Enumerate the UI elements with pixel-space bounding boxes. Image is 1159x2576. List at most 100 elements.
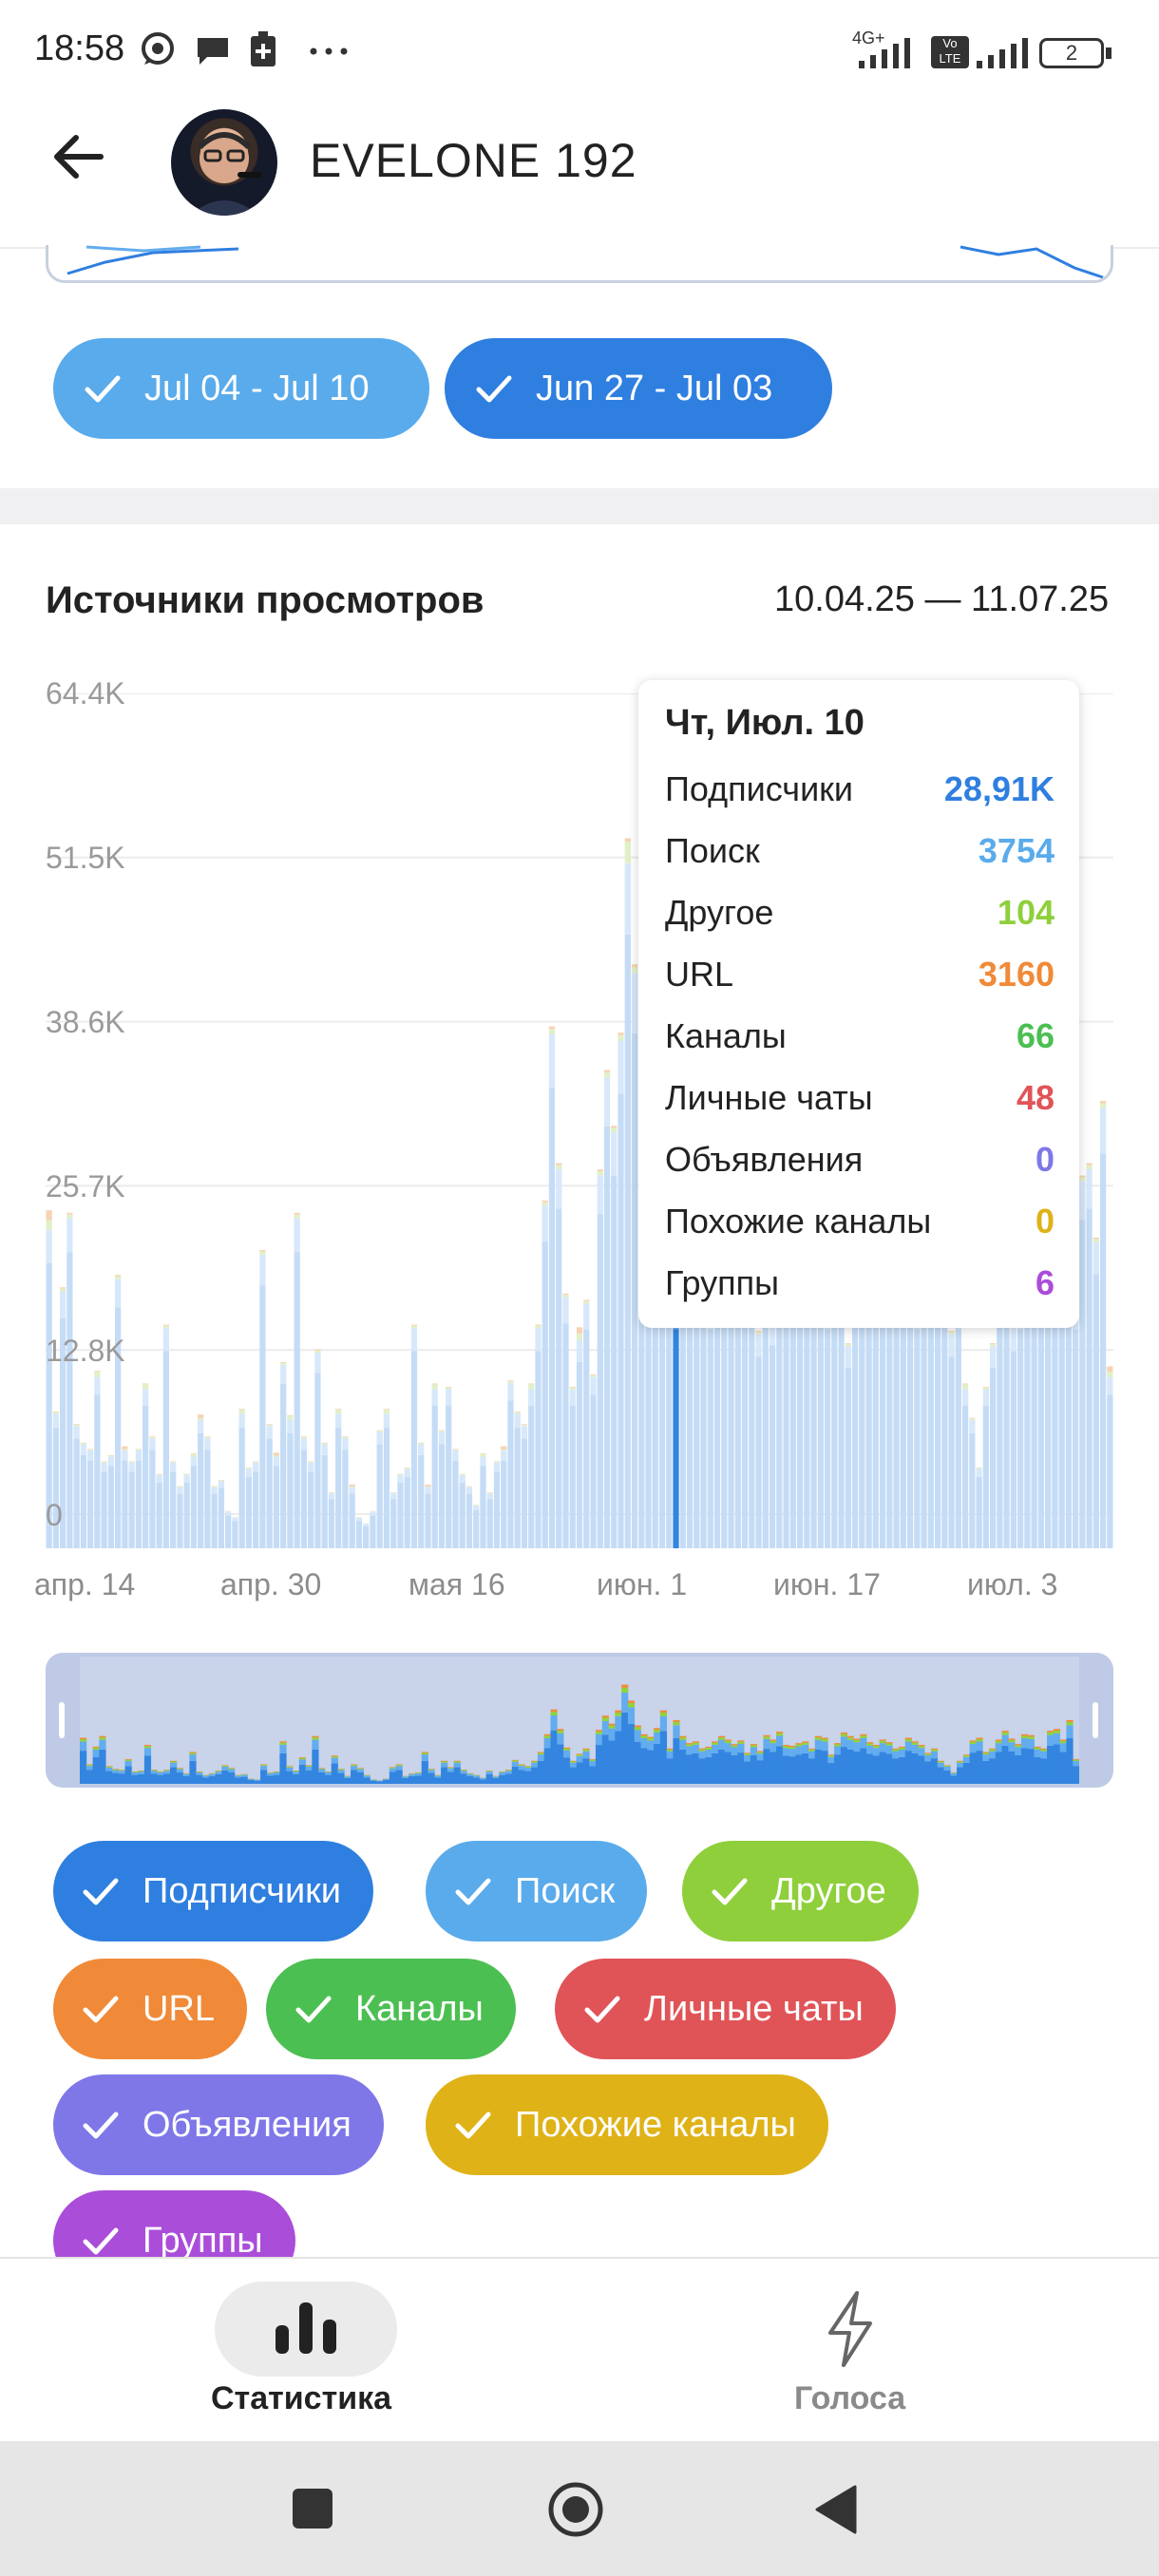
chart-bar[interactable]: [631, 964, 638, 1548]
chart-bar[interactable]: [259, 1250, 266, 1548]
chart-bar[interactable]: [982, 1386, 989, 1548]
chart-bar[interactable]: [569, 1386, 576, 1548]
chart-bar[interactable]: [238, 1409, 245, 1548]
navigator-left-handle[interactable]: [46, 1653, 80, 1788]
chart-bar[interactable]: [60, 1287, 66, 1548]
arrow-left-icon[interactable]: [46, 123, 112, 190]
chart-bar[interactable]: [556, 1163, 562, 1548]
chart-bar[interactable]: [446, 1386, 452, 1548]
chart-bar[interactable]: [548, 1026, 556, 1548]
chart-bar[interactable]: [355, 1517, 363, 1548]
chart-bar[interactable]: [142, 1383, 149, 1548]
chart-bar[interactable]: [501, 1446, 507, 1548]
chart-bar[interactable]: [514, 1411, 521, 1548]
chart-bar[interactable]: [280, 1361, 287, 1548]
chart-bar[interactable]: [473, 1505, 480, 1548]
chart-bar[interactable]: [597, 1169, 603, 1548]
chart-bar[interactable]: [590, 1373, 597, 1548]
legend-chip-other[interactable]: Другое: [682, 1841, 919, 1941]
chart-bar[interactable]: [1079, 1175, 1086, 1548]
chart-bar[interactable]: [673, 1295, 679, 1548]
chart-bar[interactable]: [245, 1467, 253, 1548]
chart-bar[interactable]: [466, 1486, 473, 1548]
range-chip-jul-04[interactable]: Jul 04 - Jul 10: [53, 338, 429, 439]
chart-bar[interactable]: [52, 1411, 60, 1548]
chart-bar[interactable]: [122, 1446, 128, 1548]
chart-bar[interactable]: [376, 1430, 383, 1548]
chart-bar[interactable]: [225, 1510, 232, 1548]
chart-bar[interactable]: [1099, 1101, 1107, 1548]
chart-bar[interactable]: [1092, 1237, 1099, 1548]
avatar[interactable]: [171, 109, 277, 216]
chart-bar[interactable]: [1072, 1299, 1079, 1548]
home-icon[interactable]: [547, 2481, 604, 2538]
chart-bar[interactable]: [253, 1461, 259, 1548]
chart-bar[interactable]: [755, 1331, 762, 1548]
range-navigator[interactable]: [46, 1653, 1113, 1788]
navigator-right-handle[interactable]: [1079, 1653, 1113, 1788]
chart-bar[interactable]: [845, 1343, 851, 1548]
section-date-range[interactable]: 10.04.25 — 11.07.25: [774, 579, 1110, 619]
chart-bar[interactable]: [425, 1484, 431, 1548]
chart-bar[interactable]: [1107, 1366, 1113, 1548]
chart-bar[interactable]: [493, 1461, 501, 1548]
chart-bar[interactable]: [535, 1324, 542, 1548]
chart-bar[interactable]: [583, 1299, 590, 1548]
nav-label-statistics[interactable]: Статистика: [211, 2380, 392, 2416]
back-triangle-icon[interactable]: [813, 2483, 861, 2536]
lightning-icon[interactable]: [819, 2289, 882, 2369]
chart-bar[interactable]: [80, 1442, 87, 1548]
chart-bar[interactable]: [204, 1436, 211, 1548]
chart-bar[interactable]: [46, 1210, 52, 1548]
chart-bar[interactable]: [1016, 1299, 1024, 1548]
chart-bar[interactable]: [177, 1486, 183, 1548]
chart-bar[interactable]: [459, 1473, 466, 1548]
chart-bar[interactable]: [287, 1414, 294, 1548]
chart-bar[interactable]: [404, 1467, 410, 1548]
chart-bar[interactable]: [769, 1314, 776, 1548]
chart-bar[interactable]: [624, 838, 631, 1548]
chart-bar[interactable]: [914, 1295, 921, 1548]
chart-bar[interactable]: [170, 1461, 177, 1548]
chart-bar[interactable]: [542, 1200, 548, 1548]
chart-bar[interactable]: [611, 1126, 618, 1548]
legend-chip-private-chats[interactable]: Личные чаты: [555, 1959, 896, 2059]
chart-bar[interactable]: [418, 1442, 425, 1548]
chart-bar[interactable]: [128, 1461, 135, 1548]
chart-bar[interactable]: [431, 1383, 438, 1548]
chart-bar[interactable]: [266, 1424, 273, 1548]
chart-bar[interactable]: [480, 1452, 486, 1548]
chart-bar[interactable]: [308, 1461, 314, 1548]
chart-bar[interactable]: [618, 1032, 624, 1548]
chart-bar[interactable]: [101, 1461, 107, 1548]
chart-bar[interactable]: [321, 1442, 328, 1548]
legend-chip-ads[interactable]: Объявления: [53, 2074, 384, 2175]
legend-chip-url[interactable]: URL: [53, 1959, 248, 2059]
chart-bar[interactable]: [218, 1480, 225, 1548]
chart-bar[interactable]: [342, 1436, 349, 1548]
chart-bar[interactable]: [162, 1324, 170, 1548]
chart-bar[interactable]: [452, 1449, 459, 1548]
legend-chip-channels[interactable]: Каналы: [266, 1959, 516, 2059]
chart-bar[interactable]: [824, 1299, 831, 1548]
chart-bar[interactable]: [961, 1383, 969, 1548]
chart-bar[interactable]: [183, 1473, 190, 1548]
recent-apps-icon[interactable]: [291, 2487, 334, 2530]
chart-bar[interactable]: [198, 1414, 204, 1548]
chart-bar[interactable]: [390, 1492, 397, 1548]
chart-bar[interactable]: [300, 1436, 308, 1548]
chart-bar[interactable]: [232, 1517, 238, 1548]
chart-bar[interactable]: [107, 1454, 115, 1548]
chart-bar[interactable]: [314, 1349, 321, 1548]
chart-bar[interactable]: [603, 1070, 611, 1548]
previous-chart-navigator[interactable]: [46, 245, 1113, 283]
chart-bar[interactable]: [211, 1486, 218, 1548]
chart-bar[interactable]: [190, 1452, 198, 1548]
chart-bar[interactable]: [976, 1467, 982, 1548]
chart-bar[interactable]: [349, 1484, 355, 1548]
nav-item-statistics[interactable]: [215, 2282, 397, 2377]
nav-label-votes[interactable]: Голоса: [794, 2380, 906, 2416]
chart-bar[interactable]: [528, 1383, 535, 1548]
chart-bar[interactable]: [989, 1343, 997, 1548]
chart-bar[interactable]: [149, 1436, 156, 1548]
